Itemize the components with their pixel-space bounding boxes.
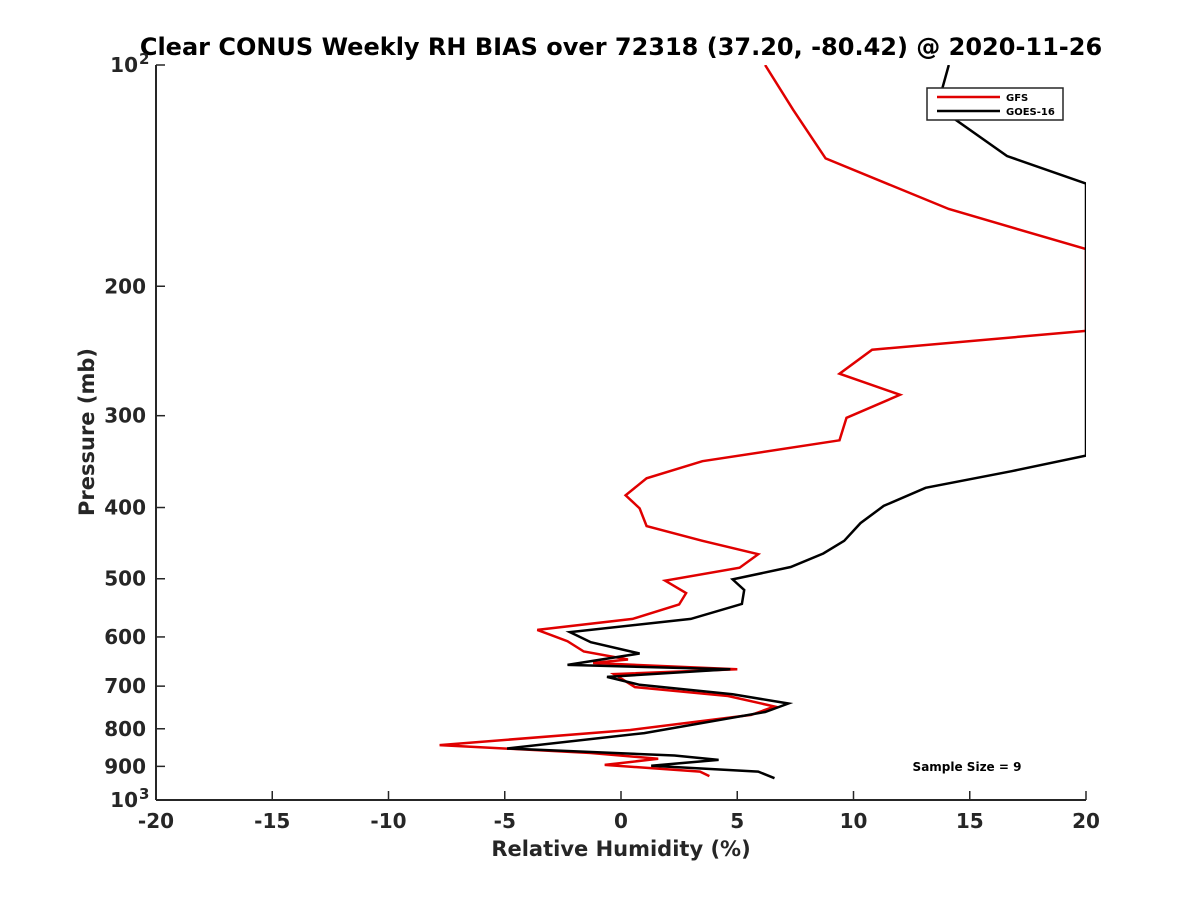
x-ticks: -20 -15 -10 -5 0 5 10 15 20 [138,791,1100,833]
legend-label-gfs: GFS [1006,93,1028,104]
y-tick-label: 900 [104,754,146,778]
x-tick-label: -5 [494,809,516,833]
legend-label-goes-16: GOES-16 [1006,107,1055,118]
y-tick-label: 400 [104,496,146,520]
y-tick-label: 800 [104,717,146,741]
y-tick-label: 200 [104,274,146,298]
x-tick-label: 5 [730,809,744,833]
x-tick-label: 0 [614,809,628,833]
y-axis-label: Pressure (mb) [75,348,99,516]
y-tick-exponent: 2 [139,50,149,68]
series-layer [439,65,1086,780]
series-line-gfs [439,65,1086,778]
y-tick-label: 10 [110,53,138,77]
y-tick-label: 10 [110,788,138,812]
legend: GFS GOES-16 [926,87,1064,121]
sample-size-annotation: Sample Size = 9 [913,760,1022,774]
y-tick-label: 500 [104,567,146,591]
y-tick-exponent: 3 [139,785,149,803]
x-tick-label: 15 [956,809,984,833]
x-tick-label: 20 [1072,809,1100,833]
legend-box [926,87,1064,121]
x-tick-label: -15 [254,809,290,833]
x-tick-label: -20 [138,809,174,833]
x-tick-label: -10 [370,809,406,833]
x-axis-label: Relative Humidity (%) [491,837,750,861]
chart-title: Clear CONUS Weekly RH BIAS over 72318 (3… [140,33,1102,61]
y-tick-label: 700 [104,674,146,698]
series-line-goes-16 [506,65,1086,780]
x-tick-label: 10 [840,809,868,833]
y-tick-label: 300 [104,404,146,428]
y-tick-label: 600 [104,625,146,649]
